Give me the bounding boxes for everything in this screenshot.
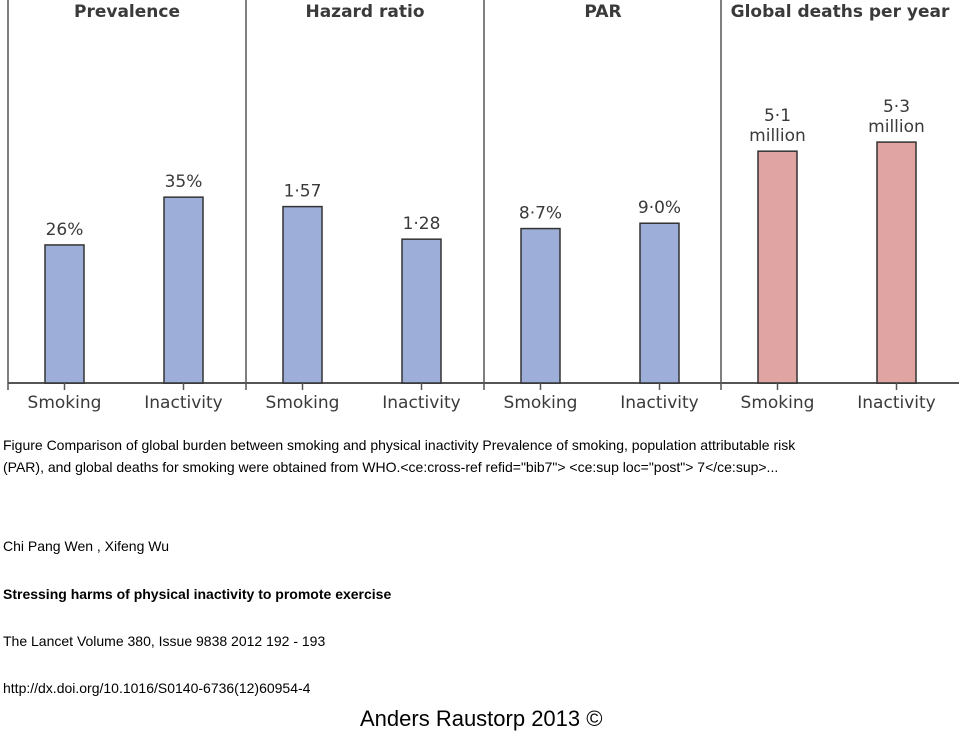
bar-value-label: 5·1 million bbox=[749, 106, 806, 146]
category-label-inactivity: Inactivity bbox=[382, 393, 460, 413]
panel-title-1: Prevalence bbox=[74, 2, 180, 22]
category-label-smoking: Smoking bbox=[266, 393, 340, 413]
journal-citation: The Lancet Volume 380, Issue 9838 2012 1… bbox=[3, 633, 326, 649]
bar-value-label: 5·3 million bbox=[868, 97, 925, 137]
bar-inactivity bbox=[639, 222, 680, 384]
bar-inactivity bbox=[876, 141, 917, 384]
bar-smoking bbox=[520, 227, 561, 384]
category-label-smoking: Smoking bbox=[504, 393, 578, 413]
caption-line-2: (PAR), and global deaths for smoking wer… bbox=[3, 459, 779, 475]
category-label-inactivity: Inactivity bbox=[620, 393, 698, 413]
copyright-notice: Anders Raustorp 2013 © bbox=[360, 706, 603, 731]
figure-caption: Figure Comparison of global burden betwe… bbox=[3, 434, 943, 478]
bar-value-label: 26% bbox=[46, 220, 84, 240]
doi-link[interactable]: http://dx.doi.org/10.1016/S0140-6736(12)… bbox=[3, 680, 311, 696]
comparison-chart: Prevalence 26% Smoking 35% Inactivity Hazard … bbox=[7, 0, 959, 413]
category-label-smoking: Smoking bbox=[28, 393, 102, 413]
authors: Chi Pang Wen , Xifeng Wu bbox=[3, 538, 170, 554]
caption-line-1: Figure Comparison of global burden betwe… bbox=[3, 437, 796, 453]
bar-value-label: 1·57 bbox=[284, 182, 322, 202]
bar-smoking bbox=[757, 150, 798, 384]
bar-value-label: 35% bbox=[165, 172, 203, 192]
bar-smoking bbox=[44, 244, 85, 384]
category-label-smoking: Smoking bbox=[741, 393, 815, 413]
bar-smoking bbox=[282, 205, 323, 384]
panel-title-4: Global deaths per year bbox=[731, 2, 950, 22]
bar-value-label: 1·28 bbox=[403, 214, 441, 234]
bar-value-label: 8·7% bbox=[519, 204, 562, 224]
panel-title-2: Hazard ratio bbox=[305, 2, 424, 22]
panel-title-3: PAR bbox=[584, 2, 621, 22]
bar-inactivity bbox=[401, 238, 442, 384]
article-title: Stressing harms of physical inactivity t… bbox=[3, 586, 392, 602]
bar-inactivity bbox=[163, 196, 204, 384]
category-label-inactivity: Inactivity bbox=[857, 393, 935, 413]
category-label-inactivity: Inactivity bbox=[144, 393, 222, 413]
bar-value-label: 9·0% bbox=[638, 198, 681, 218]
